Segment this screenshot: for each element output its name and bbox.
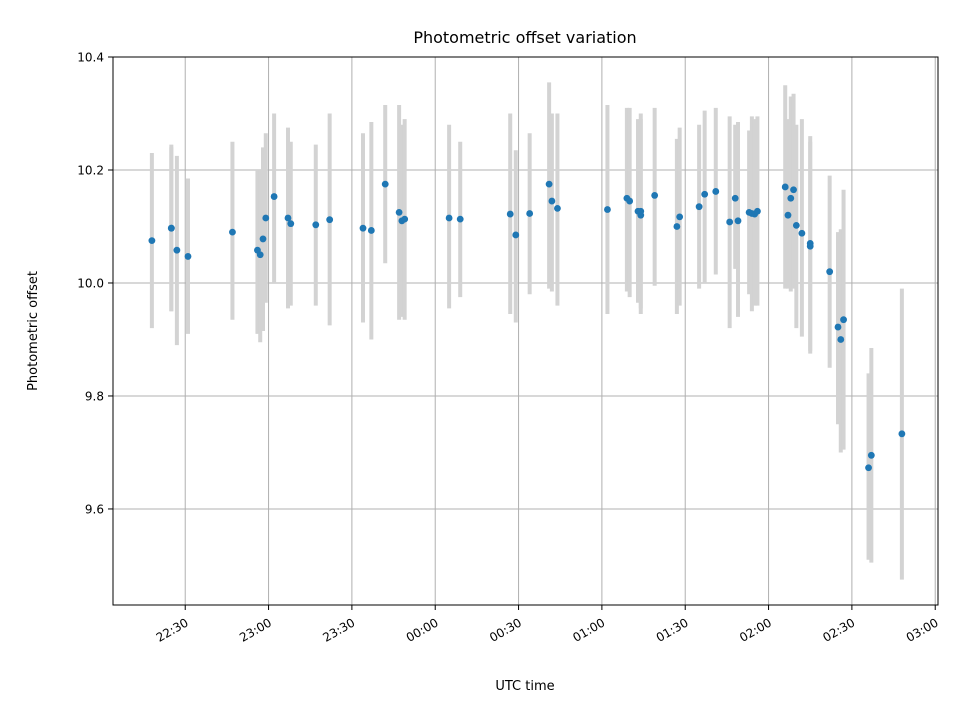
x-axis-label: UTC time (495, 679, 554, 694)
data-point (651, 192, 659, 199)
data-point (790, 186, 797, 194)
data-point (754, 207, 761, 215)
data-point (626, 197, 634, 205)
data-point (526, 210, 534, 217)
data-point (787, 194, 795, 202)
data-point (184, 253, 192, 260)
data-point (712, 188, 720, 195)
data-point (270, 193, 278, 200)
data-point (256, 251, 264, 259)
data-point (726, 218, 734, 226)
data-points (148, 180, 906, 472)
chart-title: Photometric offset variation (413, 28, 636, 47)
data-point (259, 235, 267, 243)
y-tick-label: 10.2 (77, 163, 104, 177)
y-tick-label: 10.0 (77, 276, 104, 290)
data-point (806, 242, 814, 250)
data-point (676, 213, 684, 221)
data-point (792, 221, 800, 229)
data-point (262, 214, 270, 222)
data-point (381, 180, 389, 188)
y-axis-label: Photometric offset (26, 271, 41, 391)
data-point (456, 215, 464, 223)
data-point (229, 228, 236, 236)
data-point (673, 223, 681, 230)
y-axis-ticks: 9.6 9.8 10.0 10.2 10.4 (77, 51, 113, 516)
data-point (731, 194, 739, 202)
data-point (798, 229, 806, 237)
data-point (554, 205, 561, 212)
data-point (695, 203, 703, 211)
data-point (834, 323, 842, 331)
data-point (545, 180, 553, 188)
data-point (837, 336, 845, 343)
data-point (898, 430, 906, 438)
data-point (401, 215, 409, 223)
y-tick-label: 10.4 (77, 51, 104, 65)
y-tick-label: 9.8 (85, 389, 104, 403)
data-point (512, 231, 520, 239)
data-point (326, 216, 334, 224)
data-point (148, 237, 156, 245)
data-point (287, 220, 295, 228)
data-point (784, 211, 792, 219)
data-point (734, 217, 742, 225)
data-point (840, 316, 847, 324)
data-point (284, 214, 292, 222)
data-point (865, 464, 872, 472)
data-point (548, 197, 556, 205)
data-point (312, 221, 320, 229)
data-point (506, 210, 514, 218)
data-point (395, 208, 403, 216)
data-point (359, 224, 367, 232)
data-point (173, 246, 181, 254)
data-point (604, 206, 611, 213)
data-point (167, 224, 175, 232)
y-tick-label: 9.6 (85, 502, 104, 516)
data-point (826, 268, 834, 276)
data-point (637, 207, 645, 215)
data-point (367, 227, 375, 234)
data-point (445, 214, 453, 222)
data-point (701, 190, 709, 198)
data-point (781, 183, 789, 191)
data-point (867, 451, 875, 459)
plot-frame (112, 56, 939, 606)
